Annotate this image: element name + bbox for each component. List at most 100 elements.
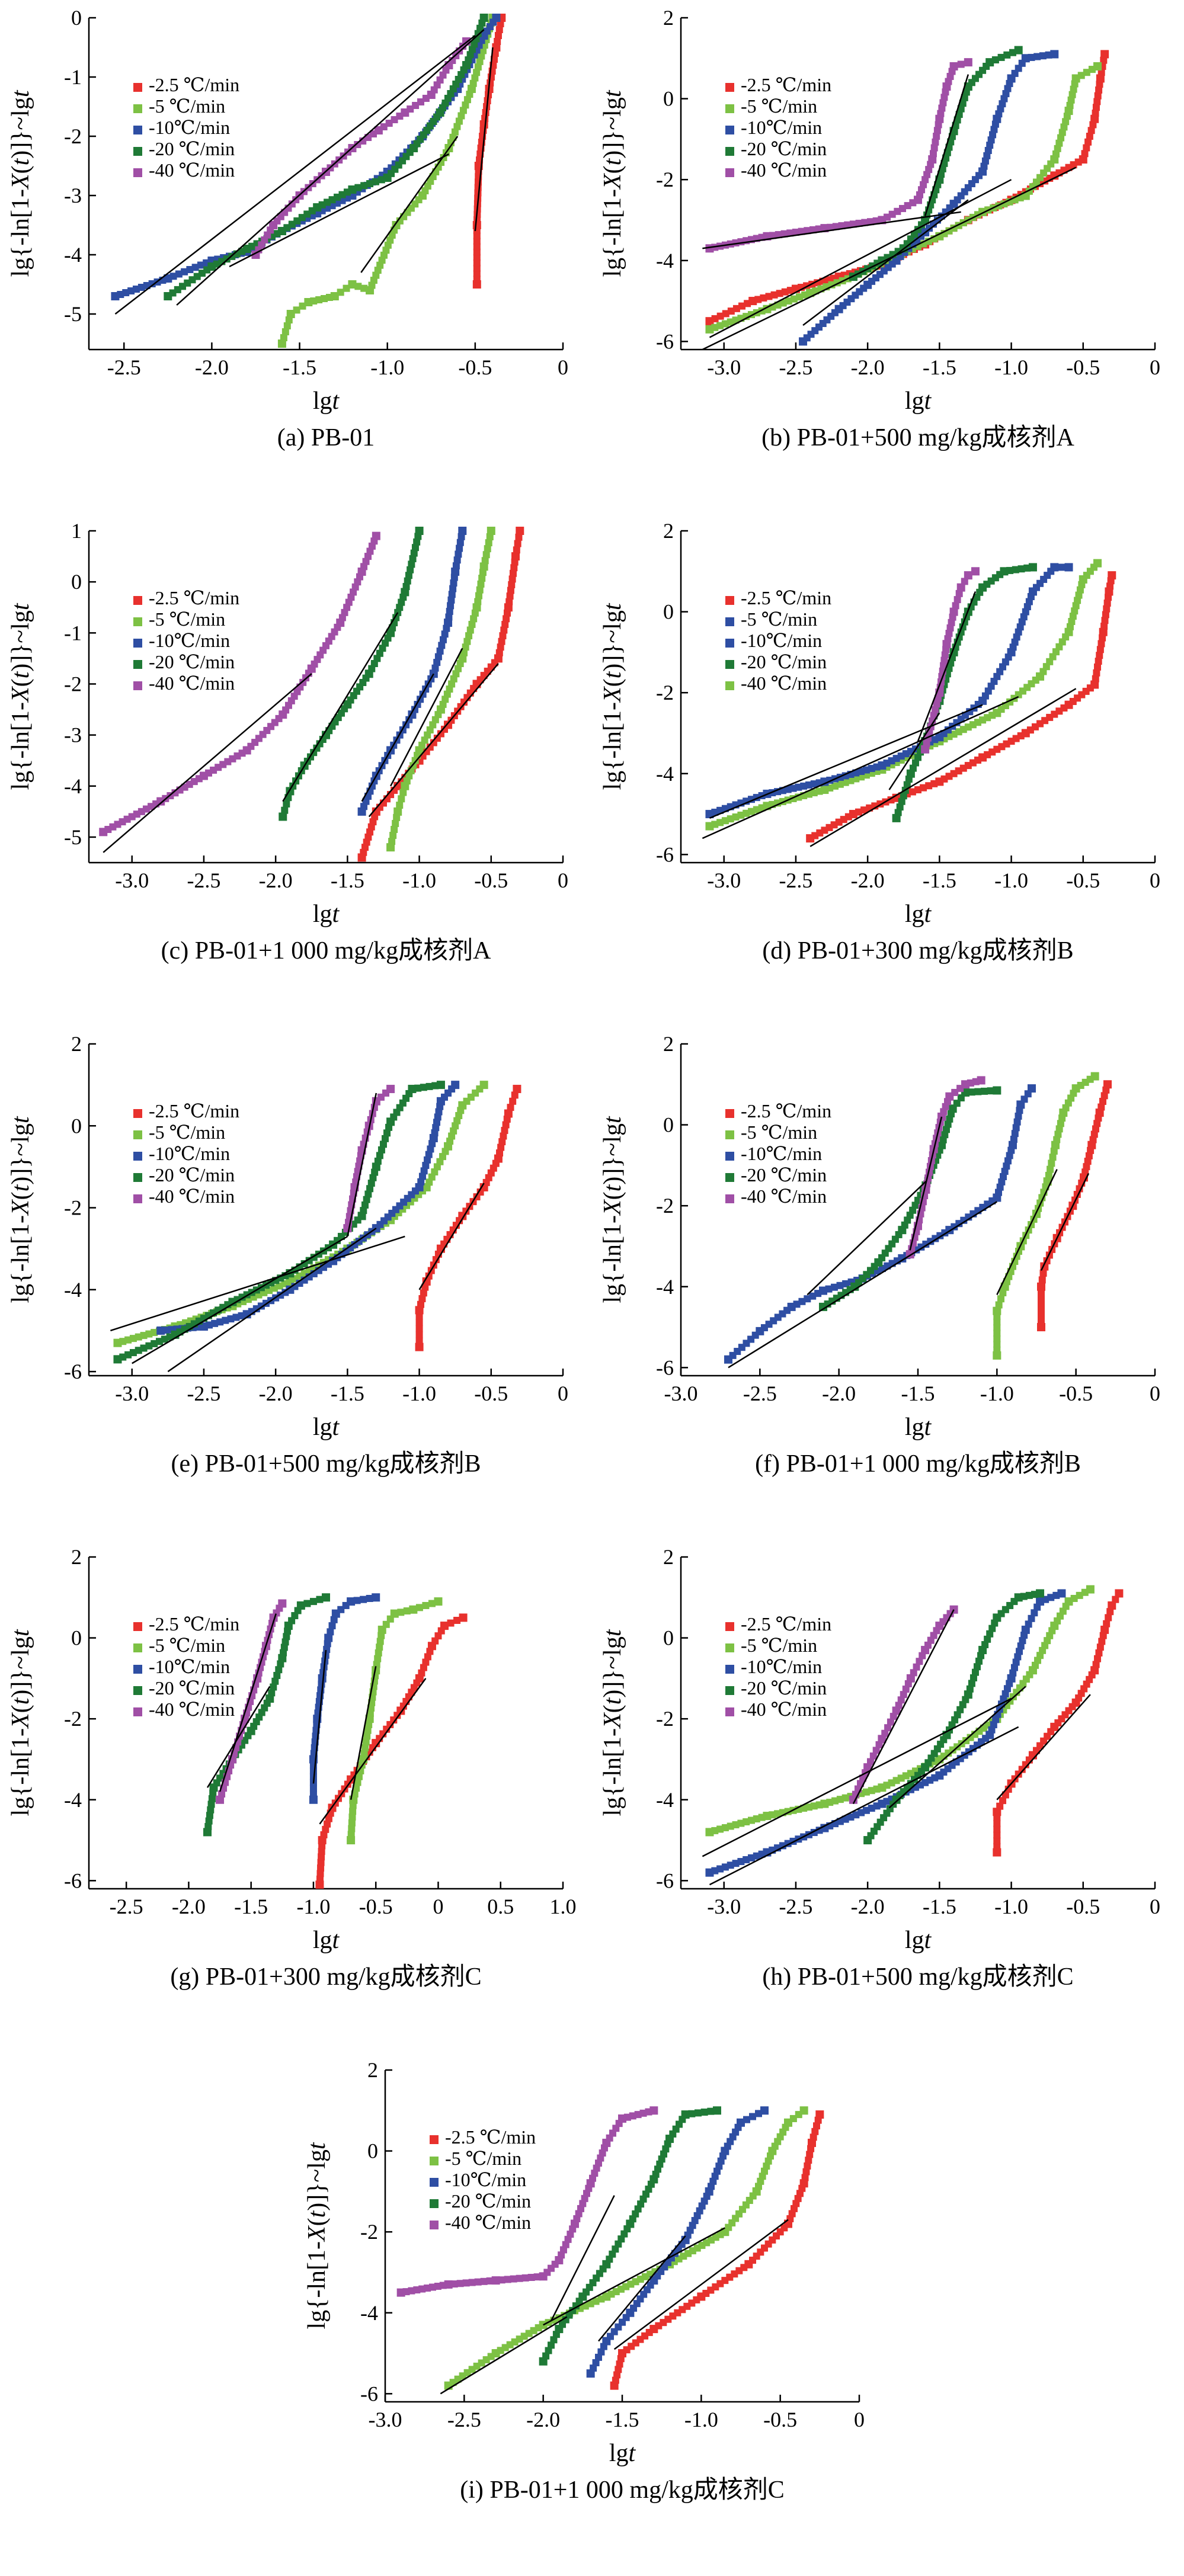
trace-marker-neg2.5 <box>804 2162 811 2170</box>
trace-marker-neg20 <box>273 1672 281 1679</box>
legend-label: -5 ℃/min <box>741 1122 817 1143</box>
legend-swatch <box>430 2178 439 2187</box>
legend-label: -2.5 ℃/min <box>741 587 831 608</box>
y-axis-title-part: )]}~lg <box>303 2149 331 2211</box>
trace-marker-neg5 <box>993 1318 1001 1326</box>
fit-line <box>132 1235 348 1364</box>
trace-marker-neg40 <box>804 227 811 235</box>
trace-marker-neg20 <box>894 809 902 816</box>
data-point-neg5 <box>487 527 495 535</box>
trace-marker-neg10 <box>438 642 446 649</box>
trace-marker-neg10 <box>1010 1664 1018 1671</box>
trace-marker-neg10 <box>424 1156 431 1164</box>
trace-marker-neg2.5 <box>612 2376 619 2384</box>
trace-marker-neg5 <box>476 586 484 594</box>
panel-caption: (g) PB-01+300 mg/kg成核剂C <box>170 1963 481 1991</box>
trace-marker-neg10 <box>327 1628 334 1636</box>
x-tick-label: -2.0 <box>259 869 293 892</box>
trace-marker-neg20 <box>981 1087 988 1095</box>
y-tick-label: 0 <box>71 570 82 594</box>
trace-marker-neg5 <box>415 1604 423 1611</box>
trace-marker-neg5 <box>1054 1130 1062 1138</box>
data-point-neg20 <box>265 1694 274 1703</box>
trace-marker-neg5 <box>1066 101 1074 109</box>
trace-marker-neg2.5 <box>508 575 516 583</box>
trace-marker-neg5 <box>486 533 494 541</box>
legend-label: -10℃/min <box>741 630 822 651</box>
panel-caption: (a) PB-01 <box>277 424 375 451</box>
legend-swatch <box>725 1109 734 1118</box>
trace-marker-neg2.5 <box>507 1104 514 1111</box>
trace-marker-neg5 <box>398 795 405 803</box>
y-axis-title: lg{-ln[1-X(t)]}~lgt <box>7 89 34 277</box>
data-point-neg2.5 <box>494 1154 503 1163</box>
y-axis-title-part: ( <box>303 2218 331 2226</box>
trace-marker-neg20 <box>1012 566 1019 573</box>
trace-marker-neg2.5 <box>1103 1620 1111 1627</box>
data-point-neg2.5 <box>459 1613 468 1622</box>
trace-marker-neg10 <box>1028 1614 1035 1622</box>
data-point-neg5 <box>1093 62 1102 71</box>
trace-marker-neg10 <box>455 550 462 558</box>
trace-marker-neg40 <box>940 662 948 669</box>
trace-marker-neg10 <box>433 659 441 667</box>
data-point-neg20 <box>985 58 994 67</box>
y-axis-title-part: lg{-ln[1- <box>7 189 34 277</box>
legend-swatch <box>133 1173 142 1182</box>
trace-marker-neg40 <box>439 71 447 79</box>
plot-area <box>702 559 1116 847</box>
trace-marker-neg10 <box>456 544 463 552</box>
trace-marker-neg2.5 <box>765 293 773 300</box>
legend-swatch <box>725 147 734 156</box>
trace-marker-neg40 <box>933 133 940 140</box>
trace-marker-neg10 <box>353 1597 361 1604</box>
trace-marker-neg40 <box>474 2278 482 2286</box>
data-point-neg20 <box>1000 567 1009 576</box>
x-axis-title-part: lg <box>905 387 924 415</box>
trace-marker-neg5 <box>348 1819 356 1827</box>
trace-marker-neg2.5 <box>999 1797 1007 1805</box>
trace-marker-neg2.5 <box>722 310 729 318</box>
data-point-neg2.5 <box>1079 155 1087 164</box>
trace-marker-neg5 <box>477 580 485 588</box>
trace-marker-neg10 <box>456 539 464 546</box>
trace-marker-neg20 <box>205 1817 213 1825</box>
trace-marker-neg5 <box>470 615 478 623</box>
trace-marker-neg2.5 <box>1097 640 1105 648</box>
trace-marker-neg10 <box>169 273 177 280</box>
trace-marker-neg2.5 <box>806 2151 814 2158</box>
trace-marker-neg2.5 <box>473 264 481 272</box>
legend-label: -40 ℃/min <box>445 2212 531 2233</box>
x-tick-label: -2.5 <box>779 355 812 379</box>
trace-marker-neg20 <box>975 1657 983 1665</box>
trace-marker-neg40 <box>792 228 799 236</box>
x-tick-label: -2.0 <box>259 1382 293 1405</box>
trace-marker-neg2.5 <box>1092 675 1099 683</box>
x-axis-title-part: t <box>332 901 340 928</box>
trace-marker-neg2.5 <box>1093 98 1101 105</box>
trace-marker-neg2.5 <box>420 1664 427 1671</box>
x-axis-title: lgt <box>313 387 340 415</box>
data-point-neg20 <box>993 1086 1001 1095</box>
trace-marker-neg20 <box>968 1680 975 1687</box>
trace-marker-neg10 <box>447 596 455 604</box>
trace-marker-neg2.5 <box>1103 599 1111 607</box>
trace-marker-neg2.5 <box>447 1619 455 1627</box>
legend-swatch <box>725 1194 734 1203</box>
trace-marker-neg40 <box>579 2200 587 2207</box>
legend-swatch <box>133 1194 142 1203</box>
y-axis-title-part: t <box>599 1697 626 1704</box>
data-point-neg5 <box>472 603 481 612</box>
data-point-neg20 <box>348 185 357 194</box>
trace-marker-neg40 <box>946 624 954 632</box>
data-point-neg40 <box>216 1795 225 1804</box>
legend-swatch <box>133 1665 142 1674</box>
trace-marker-neg2.5 <box>770 291 778 299</box>
y-axis-title-part: )]}~lg <box>599 97 626 159</box>
fit-line <box>888 712 940 790</box>
trace-marker-neg2.5 <box>1094 92 1102 100</box>
y-axis-title-part: X <box>599 172 626 190</box>
data-point-neg2.5 <box>993 1808 1001 1816</box>
trace-marker-neg2.5 <box>613 2371 621 2379</box>
